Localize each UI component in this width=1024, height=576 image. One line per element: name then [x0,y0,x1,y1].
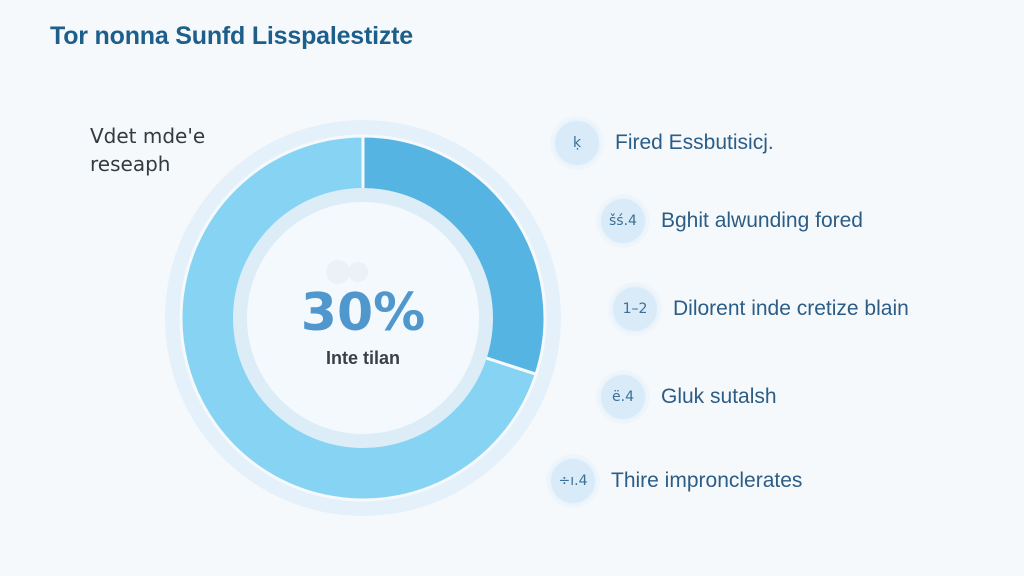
center-value: 30% [301,283,425,343]
chart-inner-hole [247,202,479,434]
legend-badge-icon: šś.4 [599,197,647,245]
legend-label: Fired Essbutisicj. [615,131,774,154]
legend-label: Dilorent inde cretize blain [673,297,909,320]
legend-badge-icon: 1–2 [611,285,659,333]
center-label: Inte tilan [326,348,400,368]
legend-label: Gluk sutalsh [661,385,777,408]
legend-item: 1–2 Dilorent inde cretize blain [611,285,909,333]
legend-item: ÷ı.4 Thire impronclerates [549,457,802,505]
center-decor-icon [326,260,368,284]
legend-badge-icon: ÷ı.4 [549,457,597,505]
legend-item: šś.4 Bghit alwunding fored [599,197,863,245]
legend-item: ё.4 Gluk sutalsh [599,373,777,421]
legend-item: ḳ Fired Essbutisicj. [553,119,774,167]
legend-badge-icon: ё.4 [599,373,647,421]
legend-badge-icon: ḳ [553,119,601,167]
side-note-line-2: reseaph [90,152,171,176]
page-title: Tor nonna Sunfd Lisspalestizte [50,22,414,50]
legend-label: Bghit alwunding fored [661,209,863,232]
side-note-line-1: Vdet mde'e [90,124,206,148]
legend-label: Thire impronclerates [611,469,803,492]
side-note: Vdet mde'e reseaph [90,122,250,178]
